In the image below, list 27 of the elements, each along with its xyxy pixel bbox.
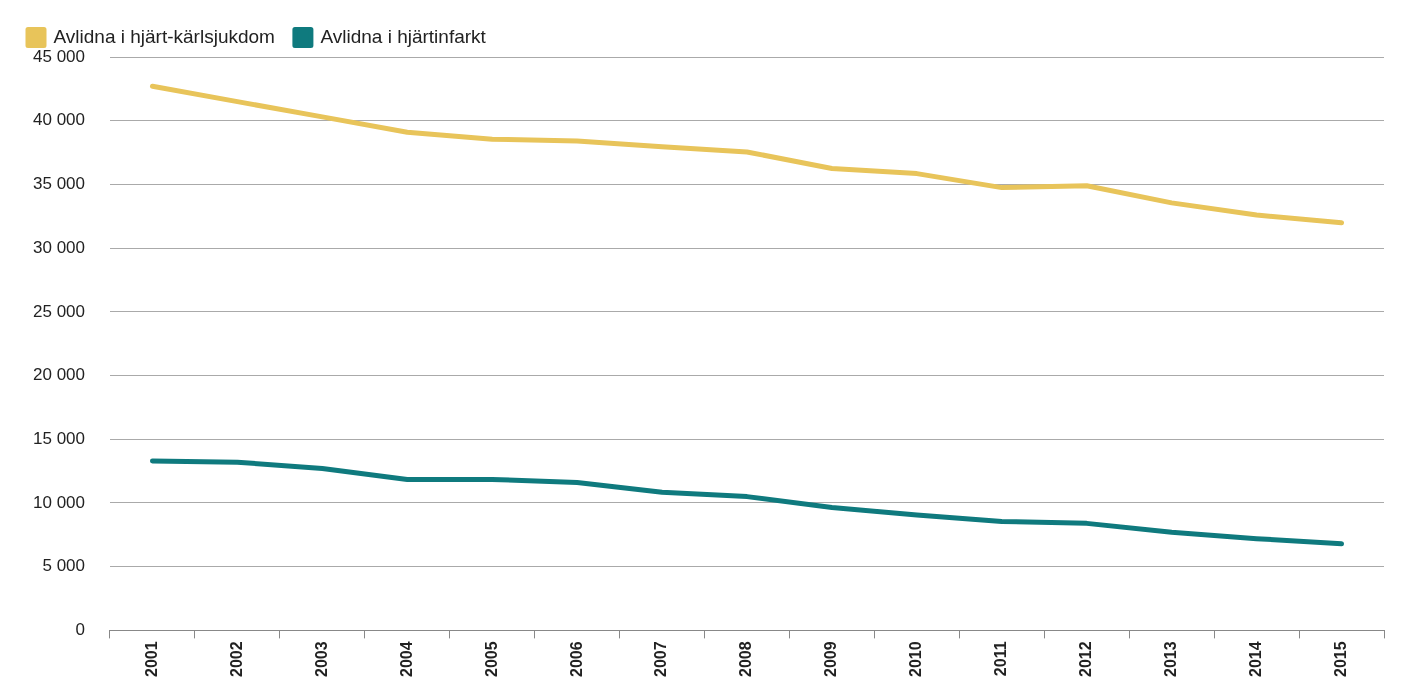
x-tick-label: 2009 (822, 641, 840, 677)
x-tick-label: 2001 (142, 641, 160, 677)
y-tick-label: 20 000 (33, 365, 85, 385)
x-tick-label: 2003 (312, 641, 330, 677)
x-tick-label: 2002 (227, 641, 245, 677)
y-tick-label: 5 000 (42, 556, 85, 576)
y-tick-label: 45 000 (33, 46, 85, 66)
x-tick-label: 2012 (1077, 641, 1095, 677)
x-tick-label: 2014 (1247, 641, 1265, 677)
x-tick-label: 2015 (1331, 641, 1349, 677)
x-tick-label: 2006 (567, 641, 585, 677)
x-tick-label: 2004 (397, 641, 415, 677)
x-tick-label: 2005 (482, 641, 500, 677)
x-tick-label: 2013 (1162, 641, 1180, 677)
x-tick-label: 2008 (737, 641, 755, 677)
y-tick-label: 30 000 (33, 237, 85, 257)
legend-label: Avlidna i hjärt-kärlsjukdom (53, 25, 275, 47)
y-tick-label: 0 (75, 620, 85, 640)
y-tick-label: 25 000 (33, 301, 85, 321)
y-tick-label: 15 000 (33, 428, 85, 448)
y-tick-label: 35 000 (33, 174, 85, 194)
y-tick-label: 40 000 (33, 110, 85, 130)
x-tick-label: 2010 (907, 641, 925, 677)
y-tick-label: 10 000 (33, 492, 85, 512)
x-tick-label: 2007 (652, 641, 670, 677)
x-tick-label: 2011 (992, 641, 1010, 677)
legend-label: Avlidna i hjärtinfarkt (320, 25, 487, 47)
